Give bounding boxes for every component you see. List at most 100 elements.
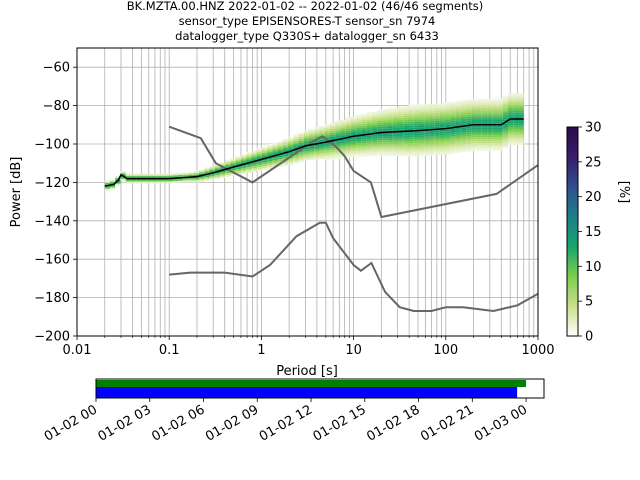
heatmap-cell (377, 128, 383, 131)
heatmap-cell (319, 149, 325, 152)
heatmap-cell (434, 116, 440, 119)
heatmap-cell (366, 117, 372, 120)
heatmap-cell (471, 141, 477, 144)
heatmap-cell (502, 132, 509, 135)
heatmap-cell (361, 139, 367, 142)
heatmap-cell (303, 154, 309, 157)
heatmap-cell (162, 175, 168, 178)
heatmap-cell (356, 131, 362, 134)
heatmap-cell (377, 140, 383, 143)
heatmap-cell (497, 102, 503, 105)
heatmap-cell (246, 163, 252, 166)
y-axis-ticks: −60 −80 −100 −120 −140 −160 −180 −200 (34, 61, 77, 345)
heatmap-cell (487, 112, 493, 115)
heatmap-cell (298, 138, 304, 141)
heatmap-cell (329, 123, 336, 126)
heatmap-cell (272, 156, 278, 159)
heatmap-cell (455, 145, 461, 148)
heatmap-cell (193, 180, 200, 183)
heatmap-cell (256, 157, 262, 160)
heatmap-cell (350, 126, 357, 129)
heatmap-cell (361, 146, 367, 149)
heatmap-cell (382, 142, 388, 145)
heatmap-cell (193, 178, 200, 181)
heatmap-cell (115, 176, 121, 178)
heatmap-cell (235, 167, 241, 170)
heatmap-cell (497, 141, 503, 144)
heatmap-cell (418, 146, 425, 149)
coverage-bar (96, 380, 527, 387)
heatmap-cell (345, 153, 351, 156)
heatmap-cell (366, 152, 372, 155)
heatmap-cell (403, 142, 409, 145)
heatmap-cell (136, 173, 142, 176)
heatmap-cell (324, 137, 330, 140)
heatmap-cell (445, 117, 451, 120)
heatmap-cell (513, 123, 519, 126)
heatmap-cell (418, 108, 425, 111)
heatmap-cell (413, 148, 419, 151)
heatmap-cell (298, 134, 304, 137)
heatmap-cell (392, 144, 399, 147)
heatmap-cell (382, 147, 388, 150)
heatmap-cell (120, 178, 126, 181)
heatmap-cell (120, 176, 126, 179)
heatmap-cell (387, 109, 393, 112)
heatmap-cell (439, 106, 446, 109)
heatmap-cell (366, 140, 372, 143)
heatmap-cell (439, 102, 446, 105)
heatmap-cell (424, 138, 430, 141)
heatmap-cell (471, 110, 477, 113)
heatmap-cell (429, 132, 435, 135)
heatmap-cell (487, 108, 493, 111)
heatmap-cell (382, 128, 388, 131)
heatmap-cell (403, 127, 409, 130)
heatmap-cell (513, 120, 519, 122)
heatmap-cell (513, 93, 519, 96)
heatmap-cell (382, 153, 388, 156)
heatmap-cell (377, 119, 383, 122)
heatmap-cell (398, 110, 404, 112)
heatmap-cell (476, 104, 482, 107)
heatmap-cell (508, 143, 514, 145)
heatmap-cell (487, 135, 493, 138)
heatmap-cell (418, 131, 425, 134)
heatmap-cell (256, 153, 262, 156)
heatmap-cell (146, 181, 152, 184)
heatmap-cell (455, 147, 461, 149)
heatmap-cell (466, 147, 472, 150)
heatmap-cell (434, 153, 440, 156)
heatmap-cell (471, 144, 477, 147)
heatmap-cell (298, 133, 304, 135)
heatmap-cell (392, 134, 399, 137)
heatmap-cell (178, 178, 184, 181)
heatmap-cell (487, 125, 493, 128)
heatmap-cell (513, 141, 519, 144)
heatmap-cell (157, 173, 163, 176)
heatmap-cell (460, 104, 467, 107)
heatmap-cell (398, 138, 404, 141)
heatmap-cell (329, 148, 336, 151)
heatmap-cell (497, 137, 503, 140)
heatmap-cell (240, 154, 247, 157)
heatmap-cell (350, 151, 357, 154)
heatmap-cell (492, 112, 498, 115)
heatmap-cell (324, 152, 330, 155)
heatmap-cell (188, 178, 194, 181)
heatmap-cell (466, 99, 472, 102)
heatmap-cell (371, 125, 378, 128)
heatmap-cell (377, 149, 383, 152)
heatmap-cell (502, 134, 509, 137)
noise-model-curves (168, 125, 539, 313)
heatmap-cell (240, 156, 247, 159)
heatmap-cell (392, 140, 399, 143)
heatmap-cell (445, 144, 451, 147)
heatmap-cell (471, 139, 477, 142)
heatmap-cell (487, 148, 493, 151)
heatmap-cell (429, 145, 435, 148)
heatmap-cell (398, 119, 404, 122)
heatmap-cell (487, 110, 493, 113)
heatmap-cell (350, 122, 357, 125)
heatmap-cell (518, 102, 524, 105)
heatmap-cell (319, 128, 325, 131)
